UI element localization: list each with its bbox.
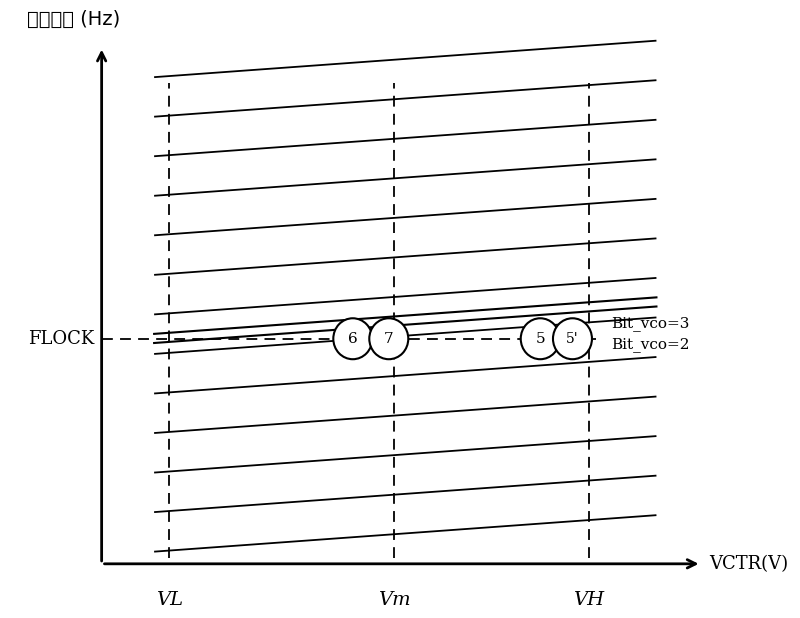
Text: 振荡时钟 (Hz): 振荡时钟 (Hz) — [26, 9, 120, 28]
Ellipse shape — [334, 318, 372, 359]
Text: FLOCK: FLOCK — [28, 330, 94, 348]
Text: Bit_vco=3: Bit_vco=3 — [611, 316, 690, 331]
Text: Vm: Vm — [378, 591, 410, 609]
Text: VH: VH — [574, 591, 605, 609]
Ellipse shape — [521, 318, 560, 359]
Ellipse shape — [370, 318, 408, 359]
Text: Bit_vco=2: Bit_vco=2 — [611, 337, 690, 352]
Text: 5': 5' — [566, 332, 578, 345]
Text: 6: 6 — [348, 332, 358, 345]
Text: 7: 7 — [384, 332, 394, 345]
Text: VL: VL — [155, 591, 182, 609]
Ellipse shape — [553, 318, 592, 359]
Text: 5: 5 — [535, 332, 545, 345]
Text: VCTR(V): VCTR(V) — [709, 555, 788, 573]
